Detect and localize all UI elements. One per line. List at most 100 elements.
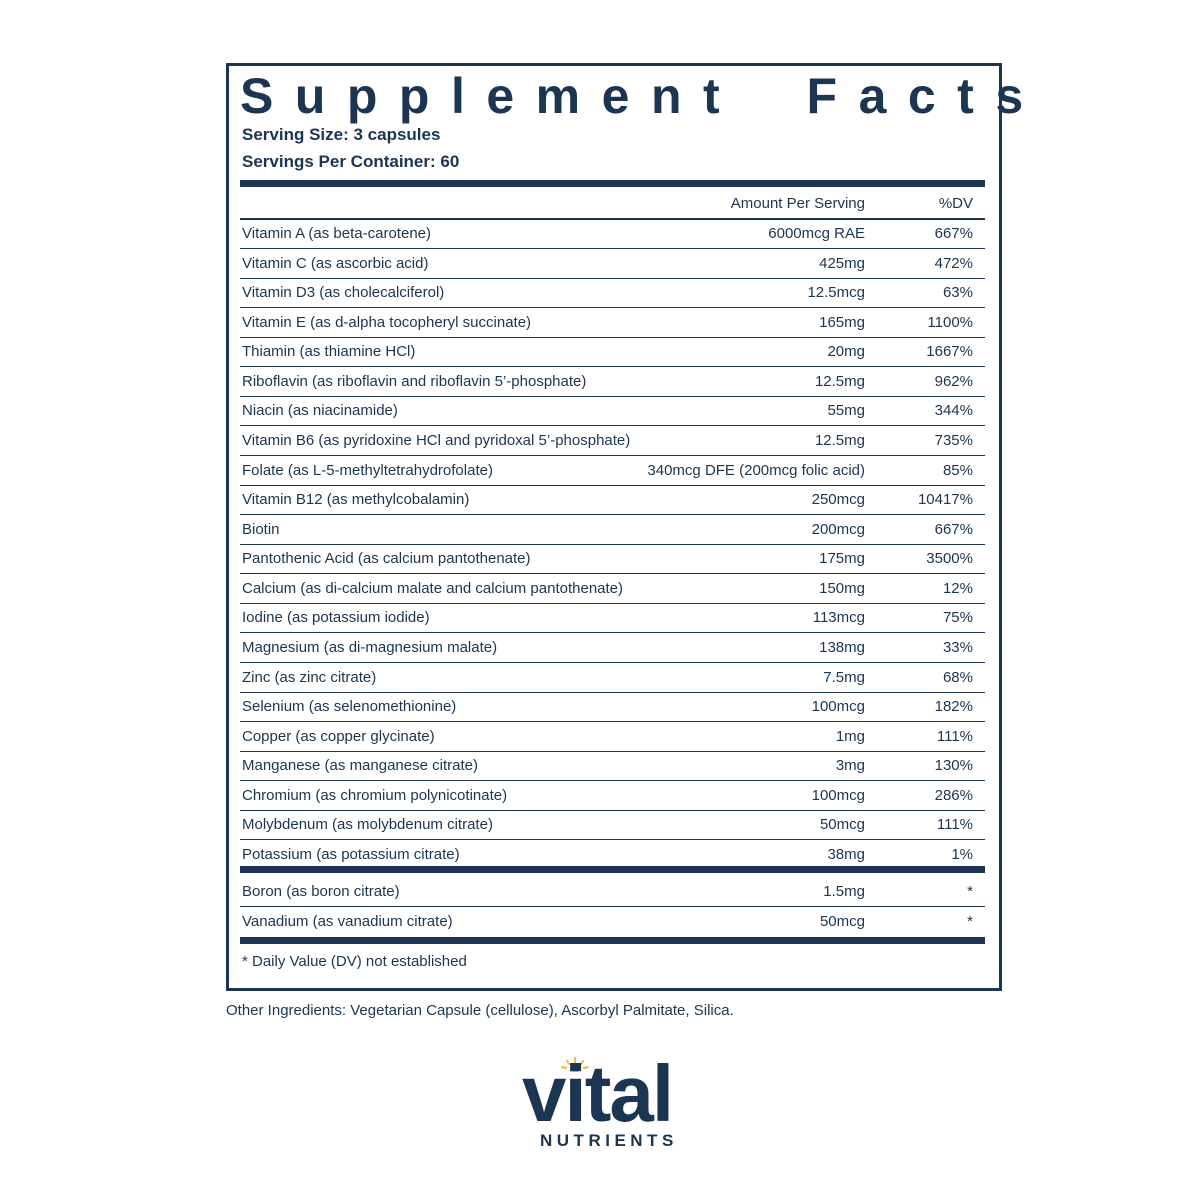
daily-value: 962% <box>934 372 973 390</box>
rule <box>240 218 985 220</box>
amount: 100mcg <box>811 786 865 804</box>
daily-value: 344% <box>934 402 973 420</box>
daily-value: 111% <box>936 727 973 745</box>
title: Supplement Facts <box>240 68 1045 124</box>
daily-value: 667% <box>934 225 973 242</box>
nutrient-name: Magnesium (as di-magnesium malate) <box>242 638 498 656</box>
rule <box>240 691 985 693</box>
daily-value: 63% <box>942 284 973 302</box>
daily-value: * <box>967 883 973 900</box>
amount: 175mg <box>819 550 865 568</box>
servings-per-container: Servings Per Container: 60 <box>242 152 460 171</box>
nutrient-name: Pantothenic Acid (as calcium pantothenat… <box>242 550 531 568</box>
amount: 12.5mg <box>814 372 865 390</box>
amount: 7.5mg <box>823 668 865 686</box>
amount: 250mcg <box>811 491 865 509</box>
nutrient-name: Selenium (as selenomethionine) <box>242 698 457 716</box>
rule <box>240 602 985 604</box>
daily-value: 75% <box>942 609 973 627</box>
rule <box>240 839 985 841</box>
amount: 138mg <box>819 638 865 656</box>
rule <box>240 661 985 663</box>
nutrient-name: Vitamin E (as d-alpha tocopheryl succina… <box>242 313 532 331</box>
nutrient-name: Iodine (as potassium iodide) <box>242 609 430 627</box>
nutrient-name: Thiamin (as thiamine HCl) <box>242 343 416 361</box>
nutrient-name: Zinc (as zinc citrate) <box>242 668 377 686</box>
daily-value: 10417% <box>917 491 973 509</box>
rule <box>240 366 985 368</box>
daily-value: 735% <box>934 431 973 449</box>
rule <box>240 307 985 309</box>
daily-value: 1667% <box>926 343 973 361</box>
facts-panel <box>226 63 1002 991</box>
amount: 38mg <box>827 845 865 863</box>
thick-rule <box>240 866 985 873</box>
serving-size: Serving Size: 3 capsules <box>242 125 441 144</box>
rule <box>240 277 985 279</box>
nutrient-name: Folate (as L-5-methyltetrahydrofolate) <box>242 461 493 479</box>
amount: 425mg <box>819 254 865 272</box>
amount: 150mg <box>819 579 865 597</box>
nutrient-name: Copper (as copper glycinate) <box>242 727 435 745</box>
amount: 6000mcg RAE <box>768 225 865 242</box>
logo-brand: vital <box>522 1049 674 1138</box>
amount: 100mcg <box>811 698 865 716</box>
daily-value: 111% <box>936 816 973 834</box>
rule <box>240 484 985 486</box>
rule <box>240 632 985 634</box>
nutrient-name: Biotin <box>242 520 280 538</box>
rule <box>240 248 985 249</box>
nutrient-name: Vitamin D3 (as cholecalciferol) <box>242 284 445 302</box>
other-ingredients: Other Ingredients: Vegetarian Capsule (c… <box>226 1002 734 1019</box>
amount: 113mcg <box>812 609 865 627</box>
daily-value: 1% <box>951 845 973 863</box>
nutrient-name: Potassium (as potassium citrate) <box>242 845 460 863</box>
amount: 12.5mg <box>814 431 865 449</box>
amount: 200mcg <box>811 520 865 538</box>
daily-value: 85% <box>942 461 973 479</box>
rule <box>240 543 985 545</box>
rule <box>240 514 985 516</box>
nutrient-name: Vitamin C (as ascorbic acid) <box>242 254 429 272</box>
amount: 20mg <box>827 343 865 361</box>
amount: 12.5mcg <box>807 284 865 302</box>
nutrient-name: Vitamin B6 (as pyridoxine HCl and pyrido… <box>242 431 631 449</box>
rule <box>240 750 985 752</box>
rule <box>240 425 985 427</box>
daily-value: 667% <box>934 520 973 538</box>
amount: 3mg <box>835 757 865 775</box>
amount: 340mcg DFE (200mcg folic acid) <box>647 461 865 479</box>
daily-value: 68% <box>942 668 973 686</box>
daily-value: 3500% <box>926 550 973 568</box>
nutrient-name: Vitamin B12 (as methylcobalamin) <box>242 491 470 509</box>
nutrient-name: Niacin (as niacinamide) <box>242 402 398 420</box>
column-header: Amount Per Serving <box>730 195 865 212</box>
rule <box>240 780 985 782</box>
column-header: %DV <box>938 195 973 212</box>
daily-value: 1100% <box>927 313 973 331</box>
nutrient-name: Manganese (as manganese citrate) <box>242 757 478 775</box>
rule <box>240 336 985 338</box>
rule <box>240 809 985 811</box>
daily-value: 33% <box>942 638 973 656</box>
rule <box>240 395 985 397</box>
amount: 50mcg <box>819 912 865 930</box>
amount: 50mcg <box>819 816 865 834</box>
nutrient-name: Vitamin A (as beta-carotene) <box>242 225 431 242</box>
daily-value: 472% <box>934 254 973 272</box>
nutrient-name: Riboflavin (as riboflavin and riboflavin… <box>242 372 587 390</box>
amount: 1.5mg <box>823 883 865 900</box>
daily-value: 286% <box>934 786 973 804</box>
nutrient-name: Chromium (as chromium polynicotinate) <box>242 786 508 804</box>
daily-value: 130% <box>934 757 973 775</box>
rule <box>240 721 985 723</box>
rule <box>240 573 985 575</box>
amount: 55mg <box>827 402 865 420</box>
daily-value: 182% <box>934 698 973 716</box>
rule <box>240 454 985 456</box>
logo-sub: NUTRIENTS <box>540 1131 678 1150</box>
thick-rule <box>240 180 985 187</box>
logo-sun <box>561 1057 589 1072</box>
thick-rule <box>240 937 985 944</box>
